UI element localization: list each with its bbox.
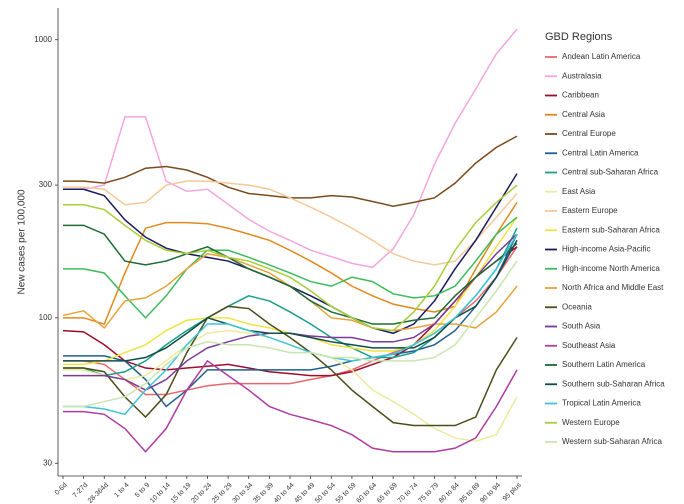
x-tick-label: 0-6d <box>54 482 69 497</box>
x-tick-label: 40 to 44 <box>273 482 296 504</box>
x-tick-label: 75 to 79 <box>417 482 440 504</box>
series-line <box>63 202 518 325</box>
legend-label: Australasia <box>562 71 602 80</box>
x-tick-label: 50 to 54 <box>314 482 337 504</box>
series-line <box>63 359 518 453</box>
series-line <box>63 216 518 319</box>
legend-label: Western sub-Saharan Africa <box>562 437 662 446</box>
y-axis-title: New cases per 100,000 <box>17 189 28 295</box>
x-tick-label: 70 to 74 <box>397 482 420 504</box>
x-tick-label: 65 to 69 <box>376 482 399 504</box>
series-line <box>63 180 518 266</box>
x-tick-label: 28-364d <box>87 482 110 504</box>
legend-label: Oceania <box>562 302 592 311</box>
series-line <box>62 252 518 332</box>
legend-label: High-income North America <box>562 264 660 273</box>
legend-label: Southern sub-Saharan Africa <box>562 379 665 388</box>
x-tick-label: 55 to 59 <box>335 482 358 504</box>
series-line <box>63 246 518 396</box>
y-tick-label: 1000 <box>34 35 52 44</box>
x-tick-label: 25 to 29 <box>211 482 234 504</box>
x-tick-label: 95 plus <box>502 481 523 502</box>
x-tick-label: 10 to 14 <box>149 482 172 504</box>
series-line <box>63 260 518 408</box>
series-line <box>63 239 518 362</box>
x-tick-label: 5 to 9 <box>134 482 151 499</box>
x-tick-label: 85 to 89 <box>459 482 482 504</box>
x-tick-label: 1 to 4 <box>113 482 130 499</box>
legend-label: Southeast Asia <box>562 341 616 350</box>
series-line <box>63 216 518 366</box>
x-tick-label: 90 to 94 <box>479 482 502 504</box>
legend-label: Caribbean <box>562 91 599 100</box>
y-tick-label: 30 <box>43 458 52 467</box>
x-tick-label: 7-27d <box>72 482 90 500</box>
legend-label: Eastern Europe <box>562 206 618 215</box>
legend-label: South Asia <box>562 322 601 331</box>
legend-label: Central Europe <box>562 129 616 138</box>
x-tick-label: 60 to 64 <box>355 482 378 504</box>
series-line <box>63 184 518 332</box>
legend-label: Eastern sub-Saharan Africa <box>562 225 660 234</box>
legend-label: Central Asia <box>562 110 606 119</box>
series-line <box>63 233 518 416</box>
legend-label: Tropical Latin America <box>562 399 641 408</box>
legend-label: Central Latin America <box>562 148 639 157</box>
y-tick-label: 100 <box>39 313 53 322</box>
legend-label: East Asia <box>562 187 596 196</box>
legend-label: Western Europe <box>562 418 620 427</box>
x-tick-label: 15 to 19 <box>170 482 193 504</box>
x-tick-label: 20 to 24 <box>190 482 213 504</box>
y-tick-label: 300 <box>39 180 53 189</box>
x-tick-label: 45 to 49 <box>294 482 317 504</box>
legend-label: Southern Latin America <box>562 360 646 369</box>
series-line <box>63 329 518 443</box>
legend-label: High-income Asia-Pacific <box>562 245 650 254</box>
x-tick-label: 80 to 84 <box>438 482 461 504</box>
legend-label: Central sub-Saharan Africa <box>562 168 659 177</box>
legend-label: North Africa and Middle East <box>562 283 664 292</box>
legend-label: Andean Latin America <box>562 52 641 61</box>
legend-title: GBD Regions <box>545 31 613 43</box>
x-tick-label: 35 to 39 <box>252 482 275 504</box>
x-tick-label: 30 to 34 <box>232 482 255 504</box>
series-line <box>63 224 518 325</box>
series-line <box>63 135 518 207</box>
series-line <box>63 233 518 408</box>
series-line <box>63 28 518 269</box>
series-line <box>63 305 518 427</box>
